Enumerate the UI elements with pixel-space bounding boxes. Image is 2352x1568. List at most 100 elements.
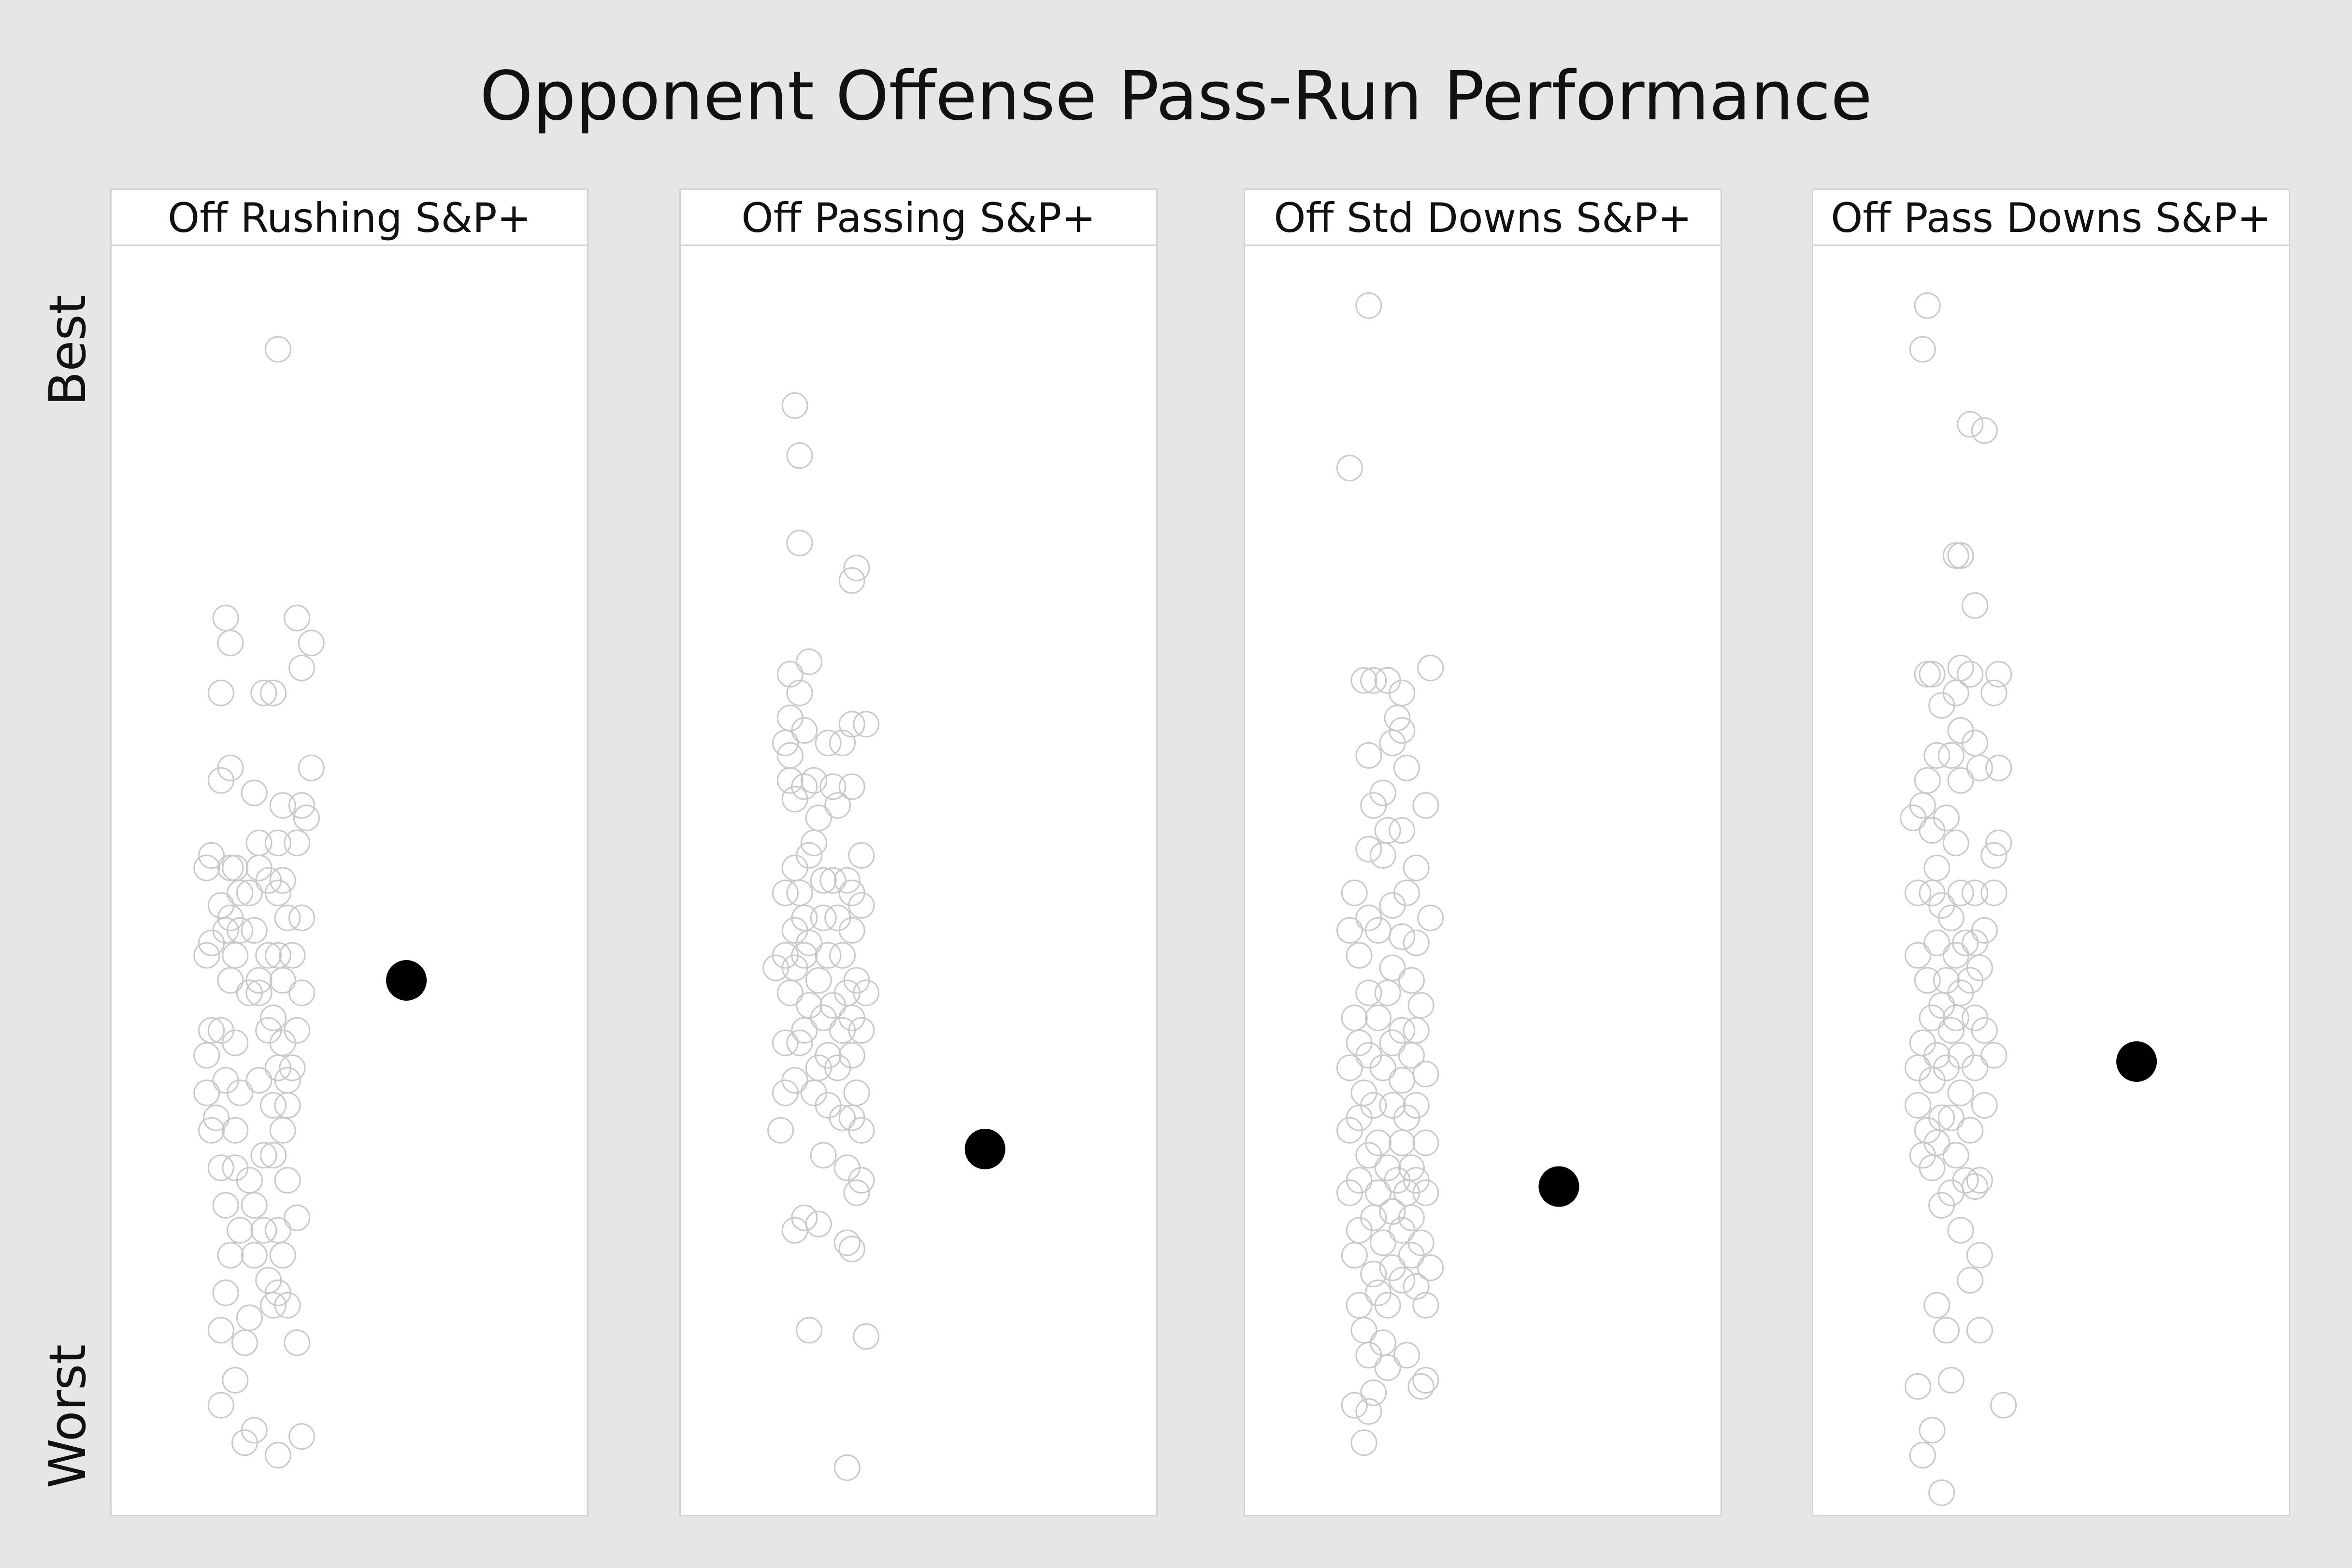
team-point — [241, 779, 268, 806]
team-point — [1379, 730, 1406, 757]
team-point — [1398, 1242, 1425, 1269]
team-point — [1919, 1154, 1946, 1181]
team-point — [1923, 854, 1950, 881]
team-point — [260, 1092, 287, 1119]
team-point — [1417, 905, 1444, 932]
team-point — [255, 942, 282, 969]
panel-header: Off Rushing S&P+ — [112, 190, 587, 246]
team-point — [1369, 1329, 1396, 1356]
team-point — [1336, 455, 1363, 482]
team-point — [260, 1142, 287, 1169]
team-point — [217, 1242, 244, 1269]
team-point — [1417, 654, 1444, 681]
team-point — [810, 1004, 837, 1031]
team-point — [222, 1117, 249, 1144]
team-point — [1942, 679, 1969, 706]
team-point — [1985, 661, 2012, 688]
team-point — [833, 1454, 860, 1481]
team-point — [1355, 979, 1382, 1007]
team-point — [767, 1117, 794, 1144]
team-point — [824, 1054, 851, 1081]
team-point — [264, 336, 291, 363]
team-point — [1346, 942, 1373, 969]
panel-off-pass-downs: Off Pass Downs S&P+ — [1812, 188, 2290, 1516]
team-point — [848, 1017, 875, 1044]
team-point — [1374, 817, 1401, 844]
team-point — [222, 854, 249, 881]
team-point — [1384, 705, 1411, 732]
team-point — [1900, 805, 1927, 832]
team-point — [791, 717, 818, 744]
panel-plot-area — [1900, 292, 2157, 1506]
team-point — [1407, 992, 1434, 1019]
team-point — [1407, 1373, 1434, 1400]
team-point — [279, 942, 306, 969]
team-point — [791, 1017, 818, 1044]
team-point — [1389, 1067, 1416, 1094]
highlight-point — [2116, 1041, 2157, 1082]
team-point — [1393, 1180, 1420, 1206]
team-point — [848, 1167, 875, 1194]
team-point — [1412, 1367, 1439, 1394]
team-point — [1966, 754, 1993, 781]
team-point — [1379, 892, 1406, 919]
team-point — [838, 567, 865, 594]
team-point — [1980, 842, 2008, 869]
team-point — [274, 1167, 301, 1194]
team-point — [1966, 1242, 1993, 1269]
team-point — [269, 1242, 296, 1269]
team-point — [284, 1204, 311, 1231]
team-point — [853, 1323, 880, 1350]
team-point — [227, 1079, 254, 1107]
team-point — [222, 1154, 249, 1181]
team-point — [824, 792, 851, 819]
team-point — [781, 786, 808, 813]
team-point — [1962, 592, 1989, 619]
team-point — [1412, 1180, 1439, 1206]
team-point — [1962, 730, 1989, 757]
team-point — [1365, 1004, 1392, 1031]
team-point — [245, 829, 272, 856]
team-point — [231, 1429, 258, 1456]
team-point — [236, 1304, 263, 1331]
team-point — [274, 1092, 301, 1119]
team-point — [1393, 754, 1420, 781]
team-point — [1389, 817, 1416, 844]
team-point — [264, 1442, 291, 1469]
team-point — [212, 1067, 239, 1094]
team-point — [279, 1054, 306, 1081]
team-point — [796, 648, 823, 675]
team-point — [796, 1317, 823, 1344]
team-point — [250, 1142, 277, 1169]
team-point — [193, 942, 220, 969]
team-point — [1957, 411, 1984, 438]
team-point — [772, 879, 799, 906]
team-point — [1933, 967, 1960, 994]
team-point — [1393, 879, 1420, 906]
team-point — [1933, 1317, 1960, 1344]
team-point — [1374, 979, 1401, 1007]
team-point — [1990, 1392, 2017, 1419]
team-point — [202, 1104, 229, 1131]
team-point — [1360, 792, 1387, 819]
team-point — [1919, 1067, 1946, 1094]
team-point — [1336, 1180, 1363, 1206]
team-point — [772, 730, 799, 757]
team-point — [1398, 967, 1425, 994]
team-point — [1393, 1104, 1420, 1131]
panel-off-rushing: Off Rushing S&P+ — [110, 188, 588, 1516]
team-point — [288, 792, 316, 819]
team-point — [810, 905, 837, 932]
team-point — [1360, 1379, 1387, 1406]
team-point — [1369, 1229, 1396, 1256]
team-point — [212, 604, 239, 632]
team-point — [198, 842, 225, 869]
team-point — [781, 392, 808, 419]
team-point — [269, 867, 296, 894]
team-point — [269, 1117, 296, 1144]
team-point — [1369, 842, 1396, 869]
team-point — [1947, 879, 1974, 906]
team-point — [815, 942, 842, 969]
y-axis-top-label: Best — [38, 294, 97, 406]
team-point — [288, 1423, 316, 1450]
